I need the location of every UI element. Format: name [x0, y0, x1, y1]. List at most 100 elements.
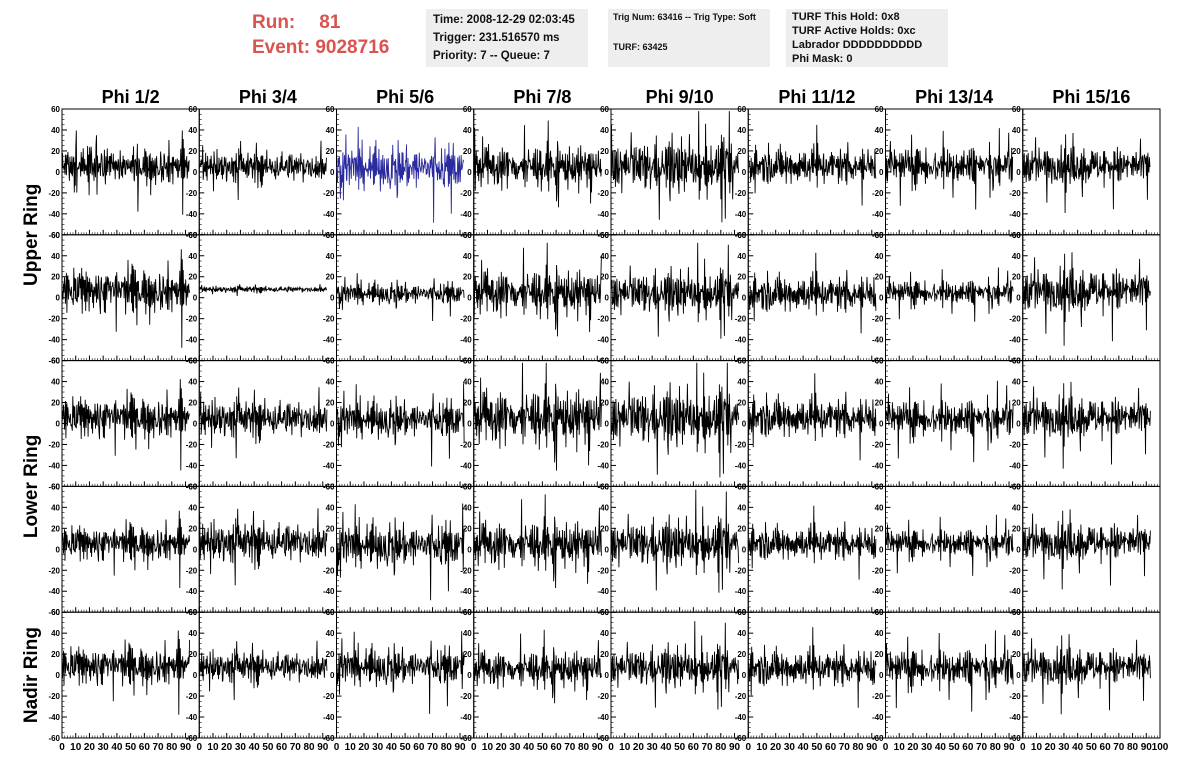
y-tick-label: -20: [872, 692, 884, 701]
y-tick-label: 40: [188, 503, 197, 512]
y-tick-label: 60: [1012, 231, 1021, 240]
y-tick-label: 40: [737, 629, 746, 638]
y-tick-label: -40: [872, 336, 884, 345]
column-header: Phi 15/16: [1052, 87, 1130, 107]
y-tick-label: -20: [597, 440, 609, 449]
y-tick-label: -40: [48, 461, 60, 470]
y-tick-label: 20: [188, 273, 197, 282]
y-tick-label: 0: [467, 420, 472, 429]
y-tick-label: -60: [48, 482, 60, 491]
x-tick-label: 90: [1141, 742, 1153, 753]
x-tick-label: 20: [221, 742, 233, 753]
trig-num-text: Trig Num: 63416 -- Trig Type: Soft: [613, 12, 756, 22]
y-tick-label: 20: [737, 399, 746, 408]
y-tick-label: 20: [51, 524, 60, 533]
y-tick-label: 40: [875, 378, 884, 387]
y-tick-label: -20: [323, 440, 335, 449]
x-tick-label: 50: [949, 742, 961, 753]
time-info-panel: Time: 2008-12-29 02:03:45 Trigger: 231.5…: [426, 9, 588, 67]
y-tick-label: 60: [875, 105, 884, 114]
y-tick-label: 0: [193, 545, 198, 554]
x-tick-label: 10: [894, 742, 906, 753]
y-tick-label: -20: [735, 566, 747, 575]
y-tick-label: 60: [1012, 608, 1021, 617]
y-tick-label: 40: [188, 126, 197, 135]
y-tick-label: -20: [48, 440, 60, 449]
y-tick-label: 20: [600, 399, 609, 408]
y-tick-label: -20: [186, 566, 198, 575]
y-tick-label: 0: [605, 420, 610, 429]
y-tick-label: -40: [460, 336, 472, 345]
y-tick-label: -20: [872, 189, 884, 198]
y-tick-label: -60: [48, 231, 60, 240]
x-tick-label: 0: [334, 742, 340, 753]
trigger-info-panel: Trig Num: 63416 -- Trig Type: Soft TURF:…: [608, 9, 770, 67]
y-tick-label: 20: [463, 273, 472, 282]
y-tick-label: 20: [326, 650, 335, 659]
y-tick-label: -60: [872, 357, 884, 366]
event-label: Event:: [252, 37, 311, 58]
y-tick-label: -40: [48, 210, 60, 219]
x-tick-label: 20: [633, 742, 645, 753]
y-tick-label: -60: [186, 734, 198, 743]
x-tick-label: 50: [674, 742, 686, 753]
y-tick-label: -60: [597, 482, 609, 491]
y-tick-label: -40: [186, 210, 198, 219]
x-tick-label: 10: [1031, 742, 1043, 753]
y-tick-label: 60: [737, 608, 746, 617]
x-tick-label: 70: [1113, 742, 1125, 753]
turf-info-panel: TURF This Hold: 0x8 TURF Active Holds: 0…: [786, 9, 948, 67]
trigger-text: Trigger: 231.516570 ms: [433, 32, 560, 44]
x-tick-label: 90: [317, 742, 329, 753]
event-line: Event: 9028716: [252, 35, 389, 60]
waveform-trace: [336, 503, 465, 601]
waveform-trace: [885, 267, 1014, 322]
y-tick-label: 60: [875, 357, 884, 366]
x-tick-label: 20: [907, 742, 919, 753]
x-tick-label: 70: [839, 742, 851, 753]
run-value: 81: [319, 12, 341, 33]
y-tick-label: -60: [735, 734, 747, 743]
x-tick-label: 40: [660, 742, 672, 753]
y-tick-label: 40: [463, 378, 472, 387]
y-tick-label: -20: [735, 692, 747, 701]
waveform-trace: [747, 505, 877, 580]
x-tick-label: 40: [798, 742, 810, 753]
y-tick-label: 40: [463, 629, 472, 638]
waveform-trace: [610, 621, 740, 710]
y-tick-label: -20: [48, 692, 60, 701]
y-tick-label: 0: [193, 294, 198, 303]
waveform-trace: [61, 249, 191, 348]
waveform-trace: [473, 242, 602, 337]
panel-frame: [885, 234, 1024, 362]
y-tick-label: 40: [1012, 252, 1021, 261]
y-tick-label: -60: [323, 734, 335, 743]
y-tick-label: 0: [330, 671, 335, 680]
y-tick-label: 0: [742, 294, 747, 303]
y-tick-label: 40: [600, 252, 609, 261]
x-tick-label: 70: [290, 742, 302, 753]
x-tick-label: 40: [1072, 742, 1084, 753]
x-tick-label: 70: [976, 742, 988, 753]
y-tick-label: 40: [51, 378, 60, 387]
waveform-trace: [61, 130, 190, 215]
y-tick-label: -40: [186, 713, 198, 722]
y-tick-label: 20: [463, 399, 472, 408]
y-tick-label: 40: [326, 629, 335, 638]
y-tick-label: -60: [1009, 734, 1021, 743]
y-tick-label: -40: [735, 587, 747, 596]
x-tick-label: 100: [1152, 742, 1169, 753]
y-tick-label: 40: [51, 126, 60, 135]
y-tick-label: -20: [1009, 692, 1021, 701]
waveform-trace: [885, 514, 1014, 576]
y-tick-label: 20: [51, 147, 60, 156]
y-tick-label: -20: [597, 566, 609, 575]
waveform-trace: [747, 252, 877, 334]
y-tick-label: -40: [1009, 587, 1021, 596]
y-tick-label: -40: [872, 587, 884, 596]
y-tick-label: 40: [188, 629, 197, 638]
y-tick-label: 0: [879, 671, 884, 680]
y-tick-label: 40: [1012, 378, 1021, 387]
y-tick-label: -20: [872, 315, 884, 324]
y-tick-label: 0: [879, 294, 884, 303]
